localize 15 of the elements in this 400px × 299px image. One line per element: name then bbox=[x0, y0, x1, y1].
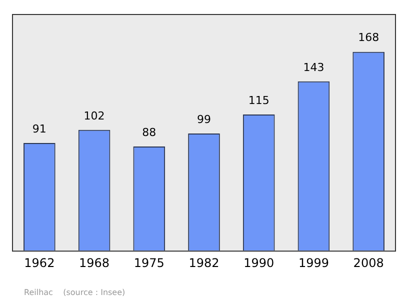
data-label: 99 bbox=[197, 112, 211, 126]
text: Reilhac (source : Insee) bbox=[24, 288, 126, 297]
x-tick-label: 1982 bbox=[188, 256, 220, 270]
x-tick-label: 1968 bbox=[79, 256, 110, 270]
data-label: 91 bbox=[32, 122, 46, 136]
data-label: 168 bbox=[358, 31, 380, 44]
x-tick-label: 1962 bbox=[24, 256, 55, 270]
data-label: 88 bbox=[142, 126, 156, 139]
x-tick-label: 1975 bbox=[134, 256, 164, 270]
x-tick-label: 1999 bbox=[298, 256, 329, 270]
data-label: 102 bbox=[84, 109, 105, 122]
x-tick-label: 2008 bbox=[353, 256, 384, 270]
x-tick-label: 1990 bbox=[244, 256, 274, 270]
data-label: 143 bbox=[303, 60, 324, 74]
data-label: 115 bbox=[248, 94, 270, 107]
